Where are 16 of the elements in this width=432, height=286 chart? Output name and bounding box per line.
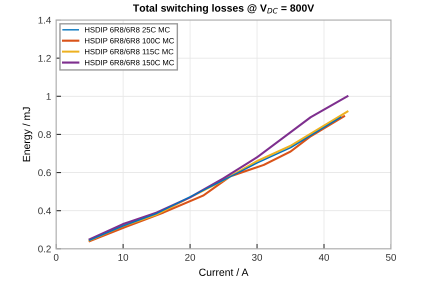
y-tick-label: 0.2 xyxy=(38,246,51,252)
y-tick-label: 0.6 xyxy=(38,169,51,176)
y-axis-title: Energy / mJ xyxy=(22,107,32,162)
x-tick-label: 0 xyxy=(54,254,58,261)
x-tick-label: 10 xyxy=(118,254,128,261)
y-tick-label: 0.8 xyxy=(38,131,51,138)
x-axis-title: Current / A xyxy=(199,268,248,276)
y-tick-label: 1.2 xyxy=(38,54,51,62)
y-tick-label: 1.4 xyxy=(38,16,52,24)
x-tick-label: 20 xyxy=(185,254,196,261)
chart-title: Total switching losses @ V$_{DC}$ = 800V xyxy=(133,4,314,14)
y-tick-label: 0.4 xyxy=(38,207,52,214)
y-tick-label: 1 xyxy=(46,93,51,100)
x-tick-label: 40 xyxy=(318,254,330,261)
x-tick-label: 30 xyxy=(252,254,262,261)
x-tick-label: 50 xyxy=(386,254,396,261)
